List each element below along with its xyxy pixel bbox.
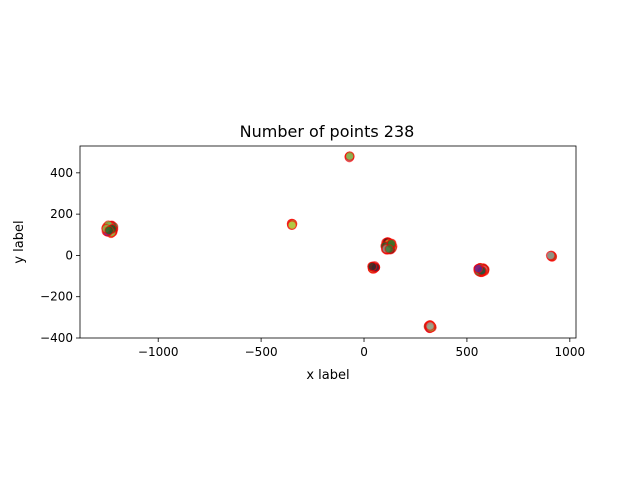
data-point [545,250,556,261]
data-points [101,151,558,334]
y-tick-label: 0 [65,248,73,262]
x-tick-label: −1000 [138,345,179,359]
x-tick-label: 500 [455,345,478,359]
chart-title: Number of points 238 [240,122,415,141]
y-axis-label: y label [12,220,27,263]
data-point [287,220,297,230]
x-axis-label: x label [306,368,349,383]
y-tick-label: −400 [40,331,73,345]
y-tick-label: −200 [40,290,73,304]
data-point [344,151,355,161]
y-tick-label: 400 [50,166,73,180]
data-point [473,263,484,274]
y-tick-label: 200 [50,207,73,221]
x-tick-label: 0 [360,345,368,359]
data-point [384,244,394,254]
x-tick-label: −500 [245,345,278,359]
data-point [367,261,378,272]
plot-frame [79,145,577,339]
data-point [104,225,114,236]
y-axis-ticks: −400 −200 0 200 400 [40,166,80,345]
x-tick-label: 1000 [555,345,586,359]
x-axis-ticks: −1000 −500 0 500 1000 [138,338,585,359]
data-point [425,321,435,331]
